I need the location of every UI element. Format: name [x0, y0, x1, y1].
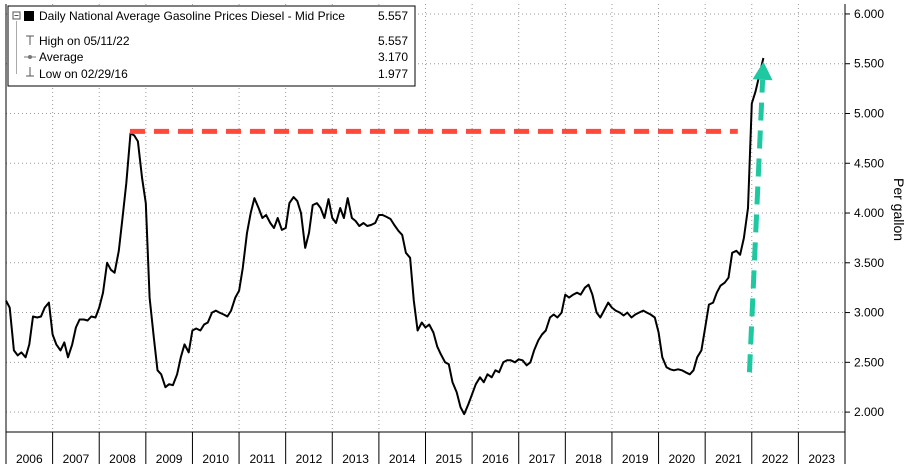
y-tick-label: 2.000 [854, 405, 884, 419]
y-axis-title: Per gallon [891, 178, 907, 241]
legend-row-value: 1.977 [378, 67, 408, 81]
x-tick-label: 2022 [762, 452, 789, 466]
legend-row-label: Low on 02/29/16 [39, 67, 128, 81]
legend-title: Daily National Average Gasoline Prices D… [39, 9, 345, 23]
high-marker-icon [26, 35, 34, 45]
dashed-arrow-shaft [746, 79, 766, 373]
legend-row-label: Average [39, 50, 84, 64]
x-tick-label: 2021 [715, 452, 742, 466]
legend-row-value: 3.170 [378, 50, 408, 64]
y-tick-label: 4.500 [854, 156, 884, 170]
y-tick-label: 5.000 [854, 106, 884, 120]
y-tick-label: 2.500 [854, 355, 884, 369]
x-tick-label: 2023 [808, 452, 835, 466]
series-line [5, 57, 765, 416]
y-axis: 2.000 2.500 3.000 3.500 4.000 4.500 5.000 5.500… [845, 7, 884, 419]
x-tick-label: 2020 [669, 452, 696, 466]
x-tick-label: 2011 [249, 452, 275, 466]
y-tick-label: 6.000 [854, 7, 884, 21]
x-tick-label: 2019 [622, 452, 649, 466]
x-tick-label: 2015 [435, 452, 462, 466]
x-tick-label: 2012 [296, 452, 323, 466]
x-tick-label: 2017 [529, 452, 556, 466]
legend-box [7, 5, 416, 87]
average-marker-icon [24, 55, 36, 59]
x-tick-label: 2013 [342, 452, 369, 466]
legend-title-value: 5.557 [378, 9, 408, 23]
x-tick-label: 2008 [109, 452, 136, 466]
y-tick-label: 3.000 [854, 306, 884, 320]
x-tick-label: 2010 [202, 452, 229, 466]
x-axis: 2006 2007 2008 2009 2010 2011 2012 2013 2014 2015… [16, 432, 835, 466]
legend-row-label: High on 05/11/22 [39, 34, 130, 48]
y-tick-label: 3.500 [854, 256, 884, 270]
legend: Daily National Average Gasoline Prices D… [7, 5, 416, 87]
x-tick-label: 2018 [575, 452, 602, 466]
low-marker-icon [26, 67, 34, 77]
y-tick-label: 4.000 [854, 206, 884, 220]
series-layer [5, 57, 765, 416]
x-tick-label: 2006 [16, 452, 43, 466]
x-tick-label: 2009 [156, 452, 183, 466]
x-tick-label: 2007 [63, 452, 90, 466]
annotations [129, 61, 773, 373]
legend-series-swatch [24, 11, 34, 21]
x-tick-label: 2016 [482, 452, 509, 466]
y-tick-label: 5.500 [854, 57, 884, 71]
legend-row-value: 5.557 [378, 34, 408, 48]
x-tick-label: 2014 [389, 452, 416, 466]
arrow-head [752, 61, 773, 81]
